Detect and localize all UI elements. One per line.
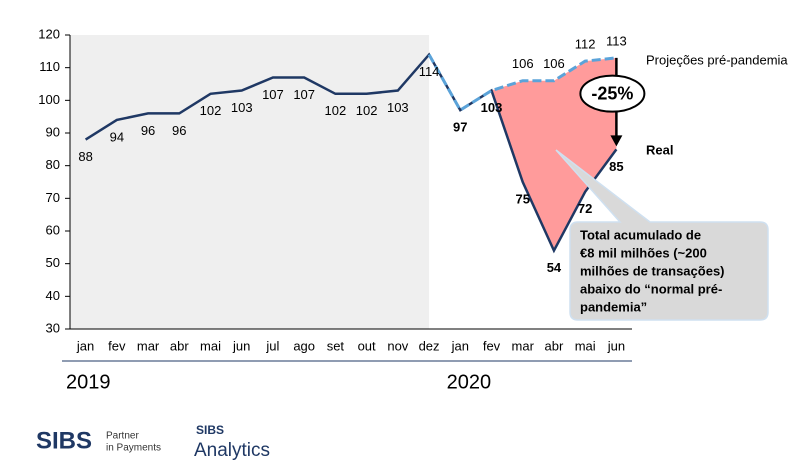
callout-text: pandemia” (580, 299, 647, 314)
value-label: 102 (200, 103, 222, 118)
arrow-head (610, 135, 623, 147)
line-series (427, 53, 617, 113)
x-tick-label: abr (170, 338, 189, 353)
value-label: 102 (356, 103, 378, 118)
logo-text: SIBS (36, 427, 92, 454)
x-tick-label: mar (137, 338, 160, 353)
value-label: 106 (543, 56, 565, 71)
value-label: 112 (575, 37, 596, 52)
y-tick-label: 60 (46, 222, 60, 237)
callout-text: €8 mil milhões (~200 (580, 245, 707, 260)
y-tick-label: 70 (46, 190, 60, 205)
x-tick-label: fev (108, 338, 126, 353)
x-tick-label: jun (607, 338, 625, 353)
line-series (84, 52, 618, 254)
x-tick-label: mai (200, 338, 221, 353)
x-tick-label: jul (265, 338, 279, 353)
value-label: 94 (110, 129, 124, 144)
year-label: 2019 (66, 371, 111, 393)
x-tick-label: out (358, 338, 376, 353)
value-label: 114 (419, 64, 440, 79)
y-tick-label: 30 (46, 320, 60, 335)
value-label: 107 (293, 87, 315, 102)
value-label: 88 (78, 149, 92, 164)
logo-text: SIBS (196, 423, 224, 437)
y-tick-label: 90 (46, 124, 60, 139)
callout-text: Total acumulado de (580, 227, 701, 242)
value-label: 54 (547, 260, 562, 275)
value-label: 113 (606, 33, 627, 48)
value-label: 96 (172, 123, 186, 138)
x-tick-label: jan (76, 338, 94, 353)
logo-text: Analytics (194, 440, 270, 461)
value-label: 107 (262, 87, 284, 102)
y-tick-label: 80 (46, 157, 60, 172)
legend-label: Real (646, 142, 673, 157)
value-label: 75 (515, 191, 529, 206)
value-label: 103 (481, 100, 503, 115)
x-tick-label: jan (451, 338, 469, 353)
drop-label: -25% (591, 83, 633, 103)
x-tick-label: dez (419, 338, 440, 353)
x-tick-label: abr (545, 338, 564, 353)
callout-box (555, 149, 769, 321)
y-tick-label: 100 (38, 92, 60, 107)
x-tick-label: nov (387, 338, 408, 353)
shaded-region (70, 35, 430, 329)
value-label: 103 (387, 100, 409, 115)
y-tick-label: 50 (46, 255, 60, 270)
value-label: 102 (325, 103, 347, 118)
logo-sibs: SIBS Partner in Payments SIBS Analytics (36, 423, 270, 461)
x-tick-label: jun (232, 338, 250, 353)
y-tick-label: 40 (46, 288, 60, 303)
legend-label: Projeções pré-pandemia (646, 52, 788, 67)
value-label: 103 (231, 100, 253, 115)
x-tick-label: mar (512, 338, 535, 353)
value-label: 96 (141, 123, 155, 138)
value-label: 106 (512, 56, 534, 71)
loss-area (460, 57, 617, 251)
x-tick-label: fev (483, 338, 501, 353)
y-tick-label: 120 (38, 26, 60, 41)
x-tick-label: mai (575, 338, 596, 353)
drop-badge (579, 74, 646, 113)
y-tick-label: 110 (39, 59, 60, 74)
year-label: 2020 (447, 371, 492, 393)
logo-tagline: in Payments (106, 443, 161, 454)
value-label: 72 (578, 201, 592, 216)
x-tick-label: ago (293, 338, 315, 353)
value-label: 97 (453, 120, 467, 135)
value-label: 85 (609, 159, 623, 174)
x-tick-label: set (327, 338, 345, 353)
callout-text: abaixo do “normal pré- (580, 281, 722, 296)
logo-tagline: Partner (106, 431, 139, 442)
callout-text: milhões de transações) (580, 263, 725, 278)
